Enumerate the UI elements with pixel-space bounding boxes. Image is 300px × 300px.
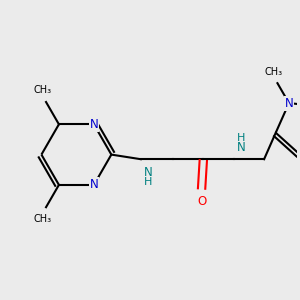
- Text: N: N: [89, 178, 98, 191]
- Text: CH₃: CH₃: [33, 85, 51, 95]
- Text: CH₃: CH₃: [33, 214, 51, 224]
- Text: N: N: [285, 97, 293, 110]
- Text: H: H: [144, 177, 152, 187]
- Text: N: N: [89, 118, 98, 131]
- Text: CH₃: CH₃: [265, 67, 283, 77]
- Text: O: O: [197, 195, 206, 208]
- Text: H: H: [237, 133, 245, 143]
- Text: N: N: [237, 141, 245, 154]
- Text: N: N: [144, 166, 152, 178]
